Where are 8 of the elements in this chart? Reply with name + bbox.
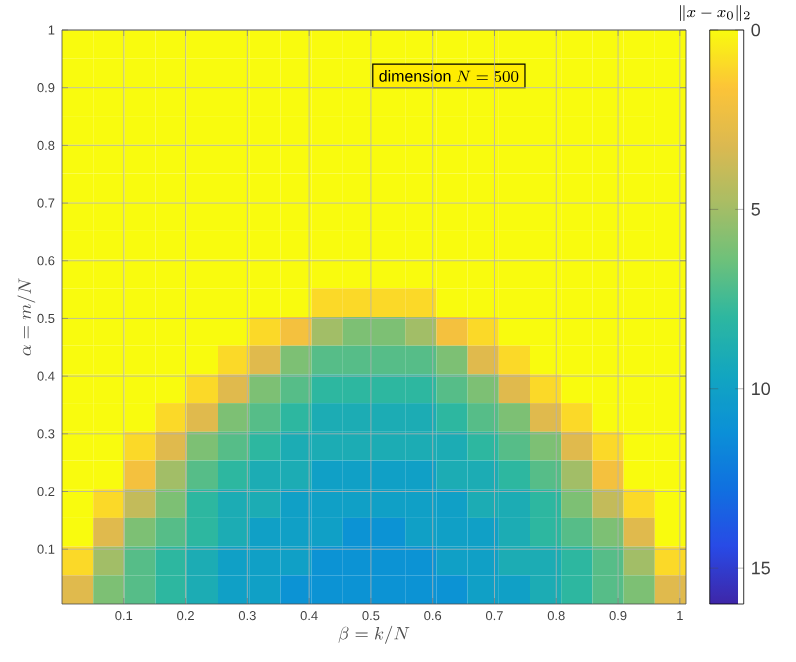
- x-axis-title: $\beta = k/N$: [338, 625, 410, 644]
- color-bar-label: 10: [752, 382, 771, 396]
- y-axis-title: $\alpha = m/N$: [17, 278, 36, 356]
- color-bar-label: 5: [751, 203, 760, 216]
- color-bar-label: 0: [751, 23, 761, 37]
- annotation: $\mathrm{dimension}\ N = 500$: [379, 70, 519, 82]
- color-bar-label: 15: [752, 561, 770, 575]
- color-bar-title: $\|x - x_0\|_2$: [680, 5, 750, 21]
